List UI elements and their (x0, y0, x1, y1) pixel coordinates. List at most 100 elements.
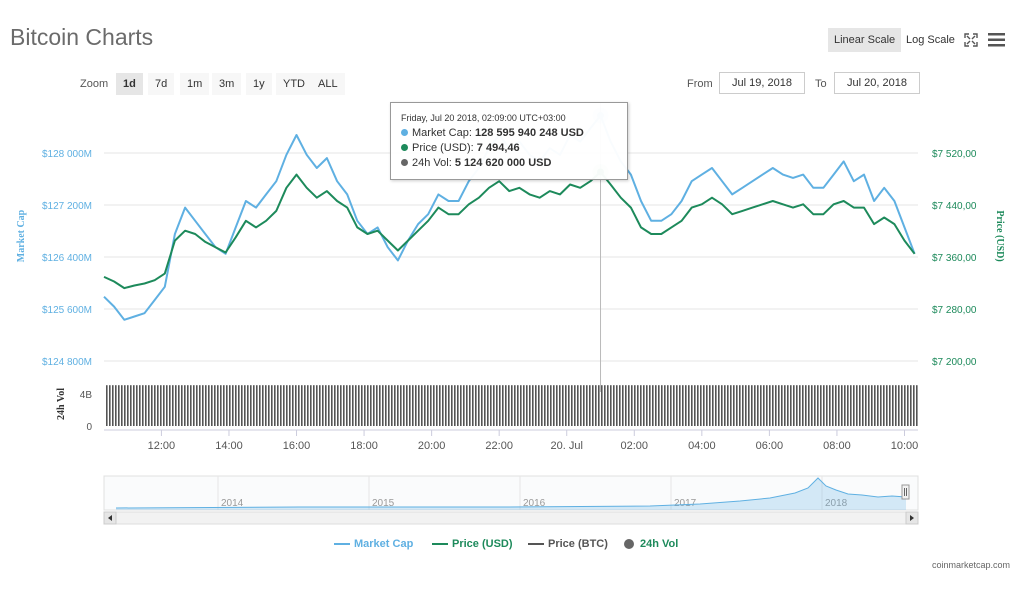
navigator-year-label: 2014 (221, 498, 244, 509)
volume-bar (832, 385, 834, 426)
volume-bar (181, 385, 183, 426)
from-date-input[interactable]: Jul 19, 2018 (719, 72, 805, 94)
volume-bar (826, 385, 828, 426)
zoom-all-button[interactable]: ALL (311, 73, 345, 95)
volume-bar (502, 385, 504, 426)
volume-bar (358, 385, 360, 426)
volume-bar (586, 385, 588, 426)
volume-bar (415, 385, 417, 426)
legend-24h-vol[interactable]: 24h Vol (624, 538, 678, 550)
volume-bar (313, 385, 315, 426)
x-axis-tick: 18:00 (350, 440, 378, 452)
volume-bar (418, 385, 420, 426)
volume-bar (457, 385, 459, 426)
volume-bar (523, 385, 525, 426)
volume-bar (274, 385, 276, 426)
volume-bar (469, 385, 471, 426)
volume-bar (889, 385, 891, 426)
zoom-1m-button[interactable]: 1m (180, 73, 210, 95)
zoom-label: Zoom (80, 78, 109, 90)
volume-bar (376, 385, 378, 426)
legend-market-cap[interactable]: Market Cap (334, 538, 413, 550)
volume-bar (877, 385, 879, 426)
navigator-year-label: 2018 (825, 498, 848, 509)
right-axis-tick: $7 200,00 (932, 357, 977, 368)
log-scale-button[interactable]: Log Scale (906, 34, 955, 46)
volume-bar (334, 385, 336, 426)
x-axis-tick: 16:00 (283, 440, 311, 452)
volume-bar (352, 385, 354, 426)
zoom-1y-button[interactable]: 1y (246, 73, 272, 95)
volume-axis-tick: 0 (86, 422, 92, 433)
from-label: From (687, 78, 713, 90)
volume-bar (757, 385, 759, 426)
x-axis-tick: 20. Jul (551, 440, 583, 452)
volume-bar (844, 385, 846, 426)
volume-bar (700, 385, 702, 426)
volume-bar (910, 385, 912, 426)
volume-bar (268, 385, 270, 426)
volume-bar (208, 385, 210, 426)
volume-bar (658, 385, 660, 426)
zoom-ytd-button[interactable]: YTD (276, 73, 312, 95)
volume-bar (385, 385, 387, 426)
zoom-1d-button[interactable]: 1d (116, 73, 143, 95)
volume-bar (202, 385, 204, 426)
zoom-3m-button[interactable]: 3m (212, 73, 242, 95)
volume-bar (556, 385, 558, 426)
volume-bar (913, 385, 915, 426)
volume-bar (565, 385, 567, 426)
volume-bar (394, 385, 396, 426)
volume-bar (451, 385, 453, 426)
volume-bar (355, 385, 357, 426)
volume-bar (547, 385, 549, 426)
volume-bar (634, 385, 636, 426)
volume-bar (520, 385, 522, 426)
volume-bar (145, 385, 147, 426)
volume-bar (256, 385, 258, 426)
volume-bar (337, 385, 339, 426)
volume-bar (259, 385, 261, 426)
volume-bar (649, 385, 651, 426)
zoom-7d-button[interactable]: 7d (148, 73, 175, 95)
volume-bar (796, 385, 798, 426)
volume-bar (226, 385, 228, 426)
left-axis-tick: $125 600M (42, 305, 92, 316)
credit-link[interactable]: coinmarketcap.com (931, 560, 1010, 570)
volume-bar (541, 385, 543, 426)
volume-bar (712, 385, 714, 426)
navigator-line (115, 477, 907, 509)
volume-bar (511, 385, 513, 426)
tooltip-row-price: Price (USD): 7 494,46 (401, 142, 520, 154)
volume-bar (424, 385, 426, 426)
legend-price-btc[interactable]: Price (BTC) (528, 538, 608, 550)
volume-bar (487, 385, 489, 426)
volume-bar (835, 385, 837, 426)
volume-bar (562, 385, 564, 426)
legend-24h-vol-dot-icon (624, 539, 634, 549)
volume-bar (904, 385, 906, 426)
volume-bar (883, 385, 885, 426)
left-axis-tick: $126 400M (42, 253, 92, 264)
volume-bar (160, 385, 162, 426)
to-date-input[interactable]: Jul 20, 2018 (834, 72, 920, 94)
volume-bar (817, 385, 819, 426)
volume-bar (625, 385, 627, 426)
volume-bar (766, 385, 768, 426)
left-axis-tick: $127 200M (42, 201, 92, 212)
legend-price-usd[interactable]: Price (USD) (432, 538, 513, 550)
x-axis-tick: 10:00 (891, 440, 919, 452)
volume-bar (490, 385, 492, 426)
volume-bar (121, 385, 123, 426)
volume-bar (577, 385, 579, 426)
volume-bar (118, 385, 120, 426)
volume-bar (544, 385, 546, 426)
x-axis-tick: 12:00 (148, 440, 176, 452)
volume-bar (280, 385, 282, 426)
volume-bar (847, 385, 849, 426)
right-axis-tick: $7 520,00 (932, 149, 977, 160)
linear-scale-button[interactable]: Linear Scale (828, 28, 902, 52)
volume-bar (871, 385, 873, 426)
volume-bar (907, 385, 909, 426)
